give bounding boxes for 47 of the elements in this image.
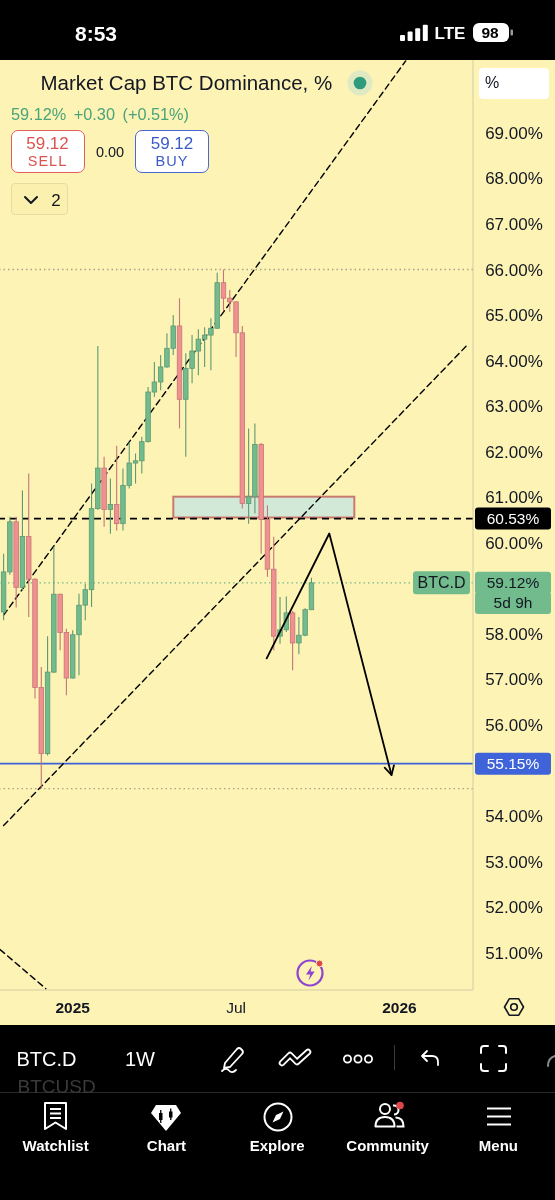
text: BTC.D [16, 1048, 77, 1070]
text: LTE [434, 23, 466, 43]
y-tick-label: 66.00% [485, 260, 543, 280]
text: Watchlist [22, 1136, 89, 1154]
y-tick-label: 53.00% [485, 852, 543, 872]
ref-line-label: 55.15% [486, 755, 540, 773]
annotation: 59.12 [150, 133, 194, 152]
text: 98 [481, 23, 499, 41]
y-tick-label: 58.00% [485, 624, 543, 644]
text: 59.12% +0.30 (+0.51%) [11, 104, 189, 123]
annotation: 0.00 [95, 143, 125, 160]
text: Market Cap BTC Dominance, % [40, 70, 333, 94]
text: Community [346, 1136, 429, 1154]
text: BTC.D [417, 574, 466, 592]
y-tick-label: 68.00% [485, 169, 543, 189]
y-tick-label: 69.00% [485, 123, 543, 143]
y-tick-label: 57.00% [485, 670, 543, 690]
y-tick-label: 62.00% [485, 442, 543, 462]
x-tick-label: Jul [226, 999, 246, 1016]
y-tick-label: 61.00% [485, 488, 543, 508]
y-tick-label: 64.00% [485, 351, 543, 371]
y-tick-label: 65.00% [485, 306, 543, 326]
ref-line-label: 59.12% [486, 574, 540, 592]
x-tick-label: 2026 [382, 999, 418, 1016]
annotation: SELL [27, 152, 68, 169]
text: 5d 9h [493, 594, 533, 612]
text: Menu [478, 1136, 518, 1154]
y-tick-label: 56.00% [485, 715, 543, 735]
text: 1W [125, 1048, 155, 1070]
text: 8:53 [74, 21, 118, 45]
text: Explore [249, 1136, 305, 1154]
x-tick-label: 2025 [55, 999, 91, 1016]
y-tick-label: 52.00% [485, 898, 543, 918]
text: % [485, 74, 500, 91]
y-tick-label: 67.00% [485, 214, 543, 234]
text: BTCUSD [17, 1075, 96, 1097]
candlestick [107, 478, 114, 535]
text: Chart [146, 1136, 186, 1154]
y-tick-label: 51.00% [485, 943, 543, 963]
y-tick-label: 63.00% [485, 397, 543, 417]
annotation: BUY [155, 152, 189, 169]
annotation: 59.12 [26, 133, 69, 152]
y-tick-label: 54.00% [485, 807, 543, 827]
annotation: 2 [51, 190, 61, 209]
y-tick-label: 60.00% [485, 533, 543, 553]
candlestick [114, 445, 120, 532]
ref-line-label: 60.53% [486, 510, 540, 528]
